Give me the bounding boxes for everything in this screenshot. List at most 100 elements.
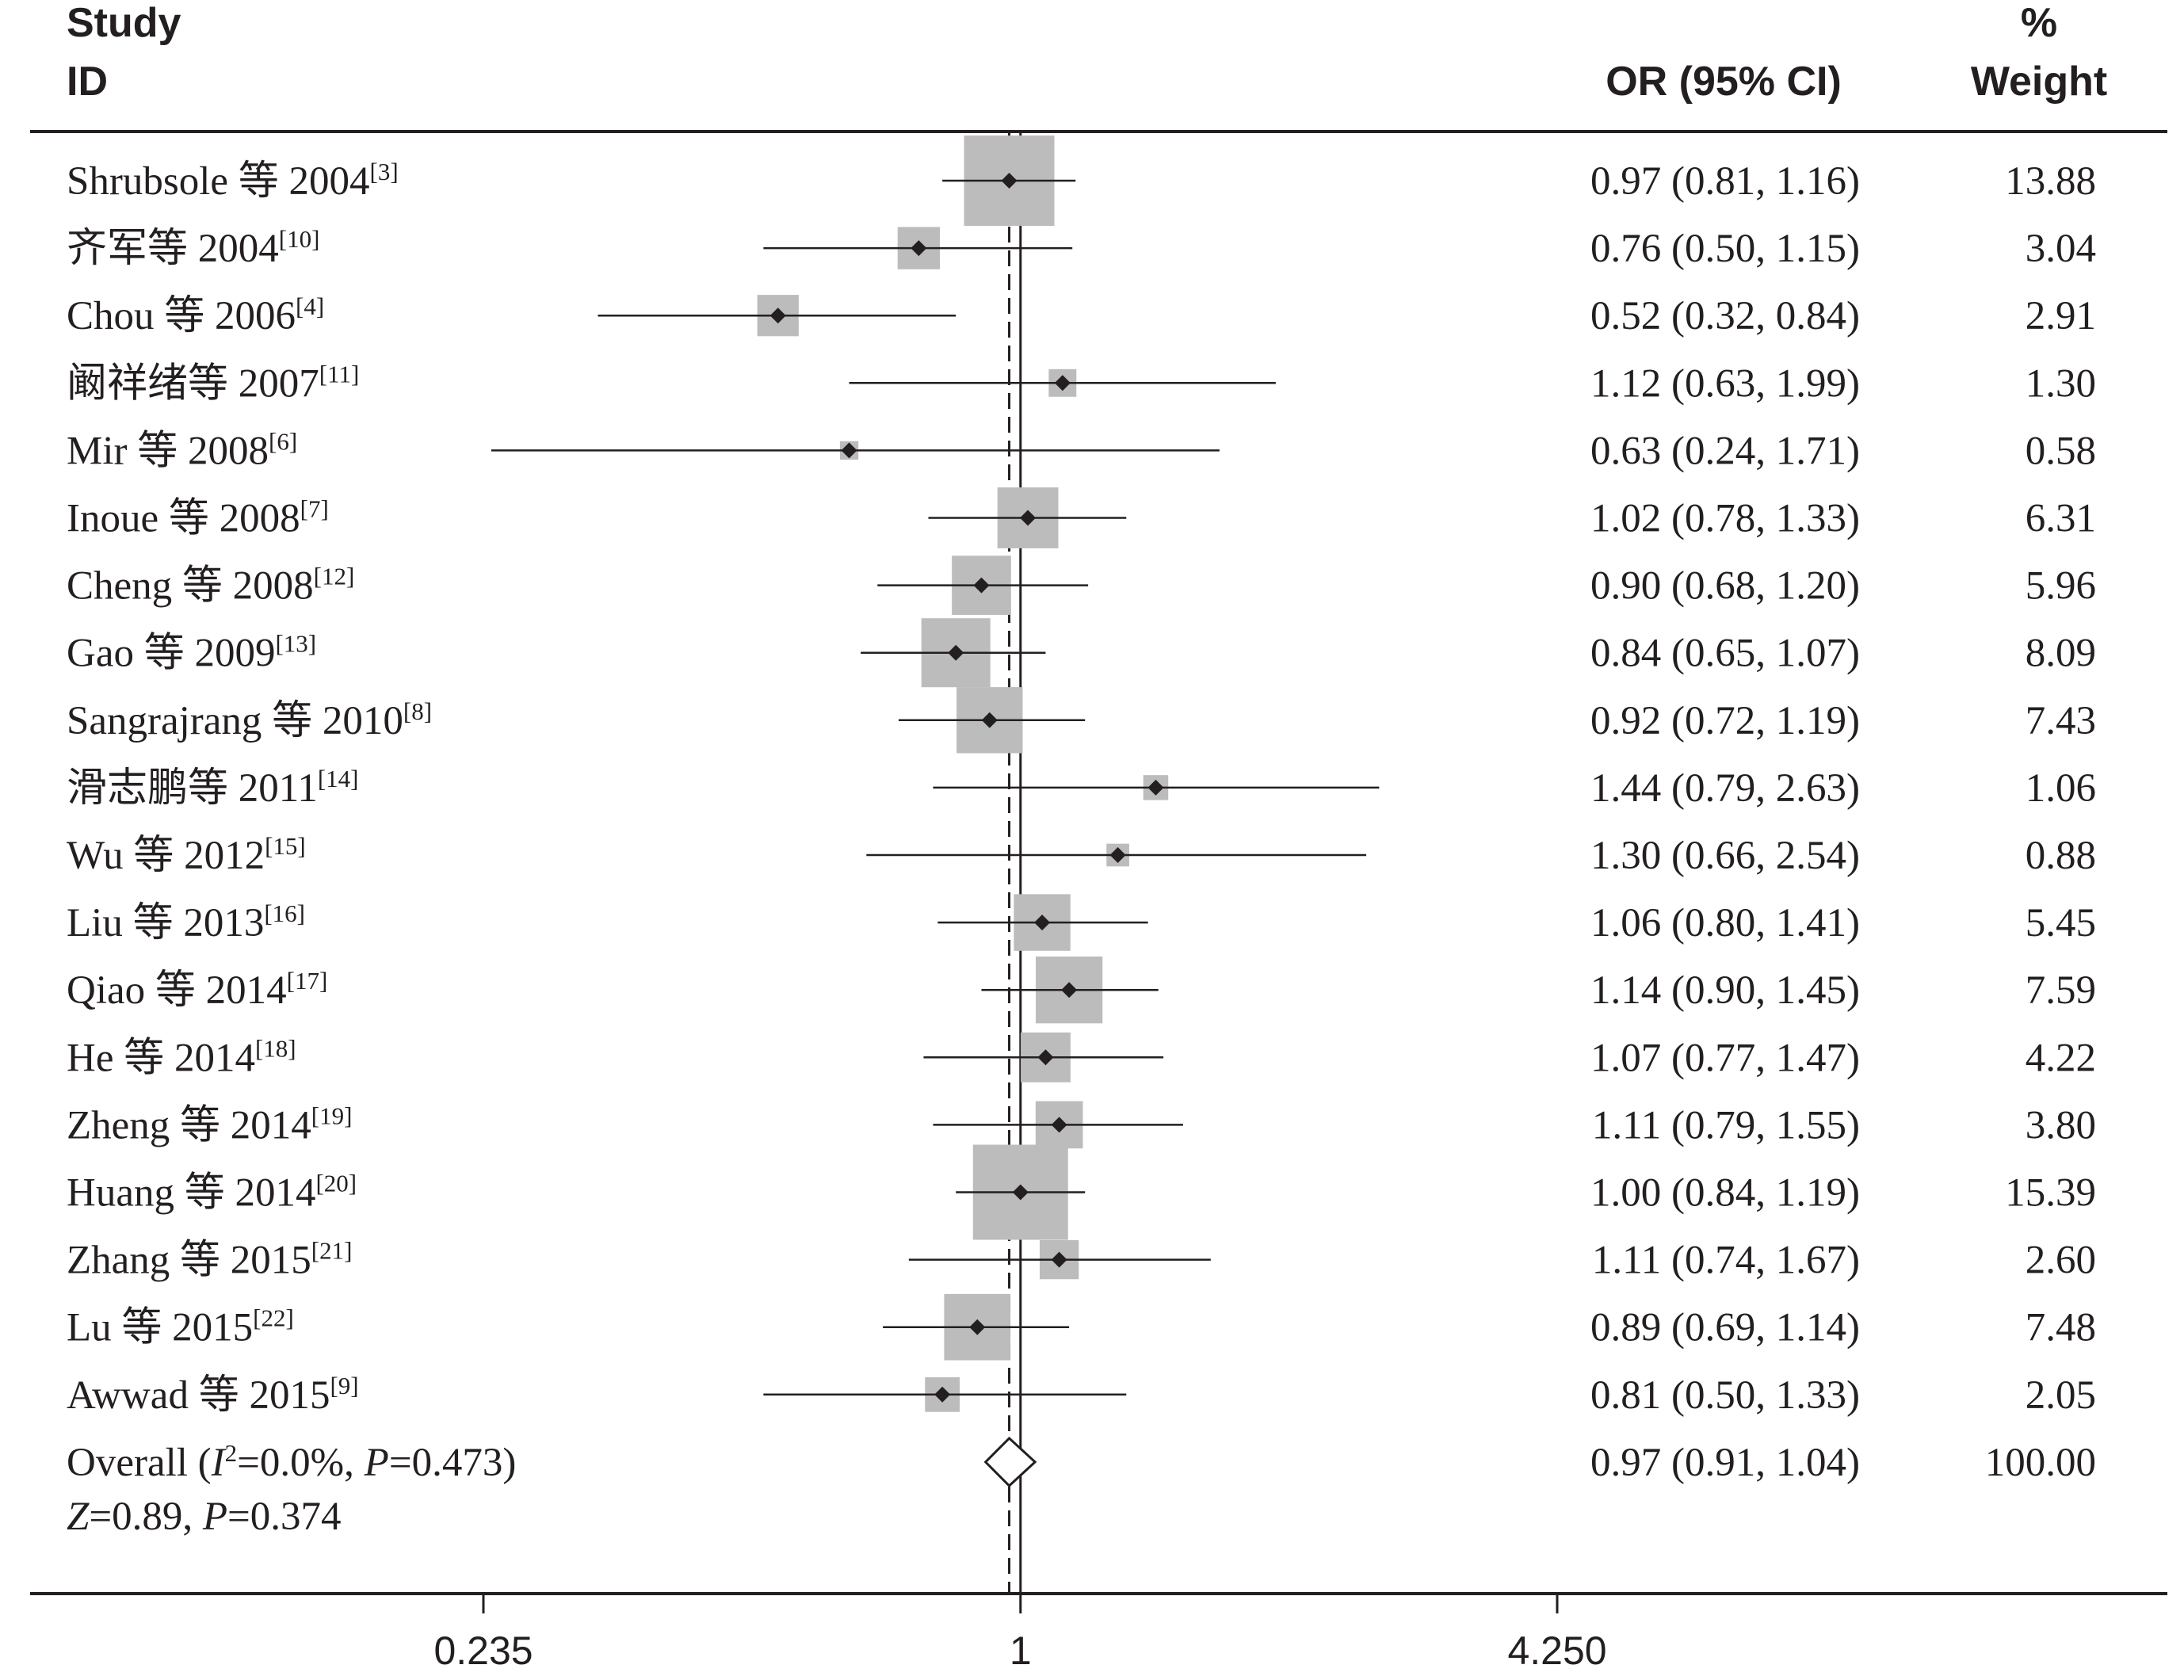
point-estimate [948,644,964,661]
study-label: 齐军等 2004[10] [67,225,319,271]
point-estimate [1147,779,1164,796]
point-estimate [1034,914,1051,931]
study-row: Awwad 等 2015[9] 0.81 (0.50, 1.33) 2.05 [67,1372,2096,1418]
study-row: Qiao 等 2014[17] 1.14 (0.90, 1.45) 7.59 [67,956,2096,1024]
study-weight: 7.48 [2026,1306,2096,1350]
study-label: 阚祥绪等 2007[11] [67,360,359,406]
study-row: 滑志鹏等 2011[14] 1.44 (0.79, 2.63) 1.06 [67,765,2096,811]
study-weight: 1.06 [2026,766,2096,811]
study-label: Liu 等 2013[16] [67,899,305,945]
study-label: Wu 等 2012[15] [67,832,306,878]
study-ci: 0.89 (0.69, 1.14) [1590,1306,1860,1350]
study-label: Lu 等 2015[22] [67,1304,294,1350]
study-row: Zheng 等 2014[19] 1.11 (0.79, 1.55) 3.80 [67,1101,2096,1149]
study-row: Inoue 等 2008[7] 1.02 (0.78, 1.33) 6.31 [67,487,2096,548]
study-row: Lu 等 2015[22] 0.89 (0.69, 1.14) 7.48 [67,1293,2096,1361]
header-study: Study [67,0,181,46]
study-ci: 1.14 (0.90, 1.45) [1590,968,1860,1013]
study-label: Cheng 等 2008[12] [67,563,354,609]
study-weight: 5.96 [2026,564,2096,609]
study-row: Cheng 等 2008[12] 0.90 (0.68, 1.20) 5.96 [67,556,2096,615]
study-row: Huang 等 2014[20] 1.00 (0.84, 1.19) 15.39 [67,1144,2096,1240]
study-ci: 0.92 (0.72, 1.19) [1590,699,1860,743]
study-row: Shrubsole 等 2004[3] 0.97 (0.81, 1.16) 13.8… [67,136,2096,226]
point-estimate [769,307,786,324]
study-ci: 1.00 (0.84, 1.19) [1590,1171,1860,1216]
study-weight: 0.88 [2026,834,2096,878]
study-label: Awwad 等 2015[9] [67,1372,359,1418]
study-ci: 0.97 (0.81, 1.16) [1590,159,1860,204]
study-label: Inoue 等 2008[7] [67,495,329,541]
point-estimate [1109,847,1126,863]
x-axis-ticks: 0.235 1 4.250 [433,1594,1607,1673]
point-estimate [1020,510,1037,526]
overall-label: Overall (I2=0.0%, P=0.473) [67,1439,516,1485]
point-estimate [973,577,990,594]
point-estimate [1037,1049,1054,1066]
study-label: Gao 等 2009[13] [67,630,316,676]
study-weight: 2.60 [2026,1239,2096,1283]
study-label: Qiao 等 2014[17] [67,967,327,1013]
study-row: Chou 等 2006[4] 0.52 (0.32, 0.84) 2.91 [67,292,2096,338]
point-estimate [969,1319,986,1335]
point-estimate [1012,1184,1029,1201]
point-estimate [1054,375,1071,391]
overall-z-test: Z=0.89, P=0.374 [67,1495,342,1539]
study-row: Liu 等 2013[16] 1.06 (0.80, 1.41) 5.45 [67,894,2096,951]
study-weight: 2.05 [2026,1373,2096,1418]
study-ci: 0.90 (0.68, 1.20) [1590,564,1860,609]
study-weight: 6.31 [2026,497,2096,541]
study-weight: 15.39 [2005,1171,2096,1216]
overall-diamond [983,1436,1037,1487]
study-ci: 1.07 (0.77, 1.47) [1590,1036,1860,1080]
header-weight: Weight [1971,59,2107,105]
study-weight: 1.30 [2026,361,2096,406]
overall-row: Overall (I2=0.0%, P=0.473) Z=0.89, P=0.3… [67,1436,2096,1539]
point-estimate [1001,173,1018,189]
study-label: 滑志鹏等 2011[14] [67,765,359,811]
study-label: He 等 2014[18] [67,1034,296,1080]
header-id: ID [67,59,108,105]
study-label: Zheng 等 2014[19] [67,1102,352,1147]
study-label: Mir 等 2008[6] [67,427,297,473]
x-tick-label: 1 [1010,1628,1032,1673]
study-ci: 1.11 (0.74, 1.67) [1592,1239,1860,1283]
study-ci: 0.76 (0.50, 1.15) [1590,227,1860,271]
x-tick-label: 0.235 [433,1628,533,1673]
point-estimate [1061,982,1078,998]
header: Study ID OR (95% CI) % Weight [67,0,2107,105]
study-ci: 1.06 (0.80, 1.41) [1590,901,1860,945]
study-ci: 0.52 (0.32, 0.84) [1590,294,1860,338]
header-or-ci: OR (95% CI) [1606,59,1842,105]
study-weight: 0.58 [2026,429,2096,473]
study-weight: 3.80 [2026,1103,2096,1147]
study-row: 齐军等 2004[10] 0.76 (0.50, 1.15) 3.04 [67,225,2096,271]
study-label: Chou 等 2006[4] [67,292,324,338]
study-weight: 13.88 [2005,159,2096,204]
study-row: Gao 等 2009[13] 0.84 (0.65, 1.07) 8.09 [67,618,2096,688]
point-estimate [841,442,857,459]
study-weight: 7.59 [2026,968,2096,1013]
x-tick-label: 4.250 [1507,1628,1606,1673]
study-ci: 1.11 (0.79, 1.55) [1592,1103,1860,1147]
study-label: Huang 等 2014[20] [67,1170,357,1216]
study-weight: 4.22 [2026,1036,2096,1080]
study-ci: 1.02 (0.78, 1.33) [1590,497,1860,541]
study-row: Wu 等 2012[15] 1.30 (0.66, 2.54) 0.88 [67,832,2096,878]
study-weight: 7.43 [2026,699,2096,743]
point-estimate [981,712,998,728]
study-row: 阚祥绪等 2007[11] 1.12 (0.63, 1.99) 1.30 [67,360,2096,406]
point-estimate [1051,1117,1067,1133]
study-ci: 0.63 (0.24, 1.71) [1590,429,1860,473]
study-ci: 0.84 (0.65, 1.07) [1590,632,1860,676]
study-label: Shrubsole 等 2004[3] [67,158,399,204]
study-label: Zhang 等 2015[21] [67,1237,352,1283]
study-rows: Shrubsole 等 2004[3] 0.97 (0.81, 1.16) 13.8… [67,136,2096,1418]
study-weight: 5.45 [2026,901,2096,945]
study-ci: 1.44 (0.79, 2.63) [1590,766,1860,811]
overall-weight: 100.00 [1985,1441,2096,1485]
header-weight-percent: % [2021,0,2057,46]
point-estimate [911,240,927,257]
study-weight: 2.91 [2026,294,2096,338]
